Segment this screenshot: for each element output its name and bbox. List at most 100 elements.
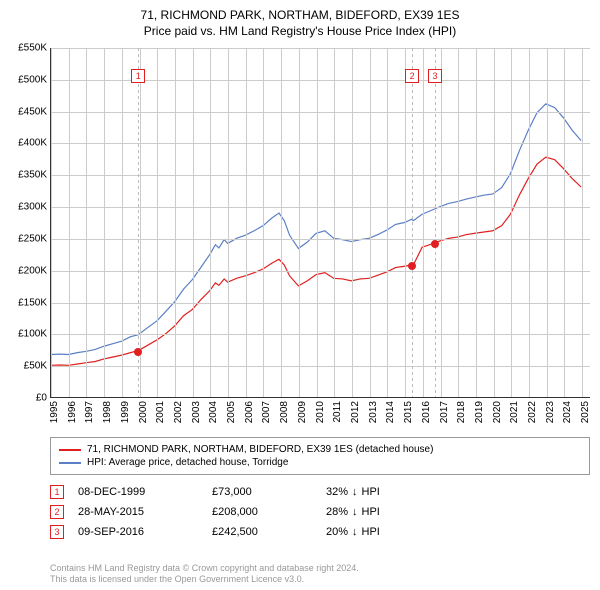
footer-line-2: This data is licensed under the Open Gov… [50, 574, 359, 586]
x-axis-label: 2003 [191, 401, 202, 423]
sale-price: £242,500 [212, 526, 312, 538]
arrow-down-icon: ↓ [352, 526, 358, 538]
gridline-v [334, 48, 335, 397]
gridline-v [387, 48, 388, 397]
gridline-h [51, 143, 590, 144]
y-axis-label: £200K [18, 265, 47, 276]
sale-marker-box: 2 [405, 69, 419, 83]
gridline-v [405, 48, 406, 397]
gridline-v [69, 48, 70, 397]
gridline-h [51, 366, 590, 367]
x-axis-label: 2000 [138, 401, 149, 423]
gridline-v [86, 48, 87, 397]
sale-row: 228-MAY-2015£208,00028%↓HPI [50, 502, 590, 522]
sale-diff-pct: 20% [326, 526, 348, 538]
legend-swatch [59, 449, 81, 451]
sale-diff-label: HPI [362, 486, 380, 498]
x-axis-label: 2024 [562, 401, 573, 423]
y-axis-label: £150K [18, 297, 47, 308]
gridline-h [51, 303, 590, 304]
sale-date: 08-DEC-1999 [78, 486, 198, 498]
sale-number-box: 2 [50, 505, 64, 519]
chart-svg [51, 48, 590, 397]
sale-diff: 28%↓HPI [326, 506, 380, 518]
sale-price: £73,000 [212, 486, 312, 498]
gridline-h [51, 48, 590, 49]
y-axis-label: £0 [36, 393, 47, 404]
sale-marker-line [435, 48, 436, 397]
y-axis-label: £250K [18, 233, 47, 244]
y-axis-label: £550K [18, 43, 47, 54]
sale-diff-pct: 32% [326, 486, 348, 498]
gridline-h [51, 271, 590, 272]
footer-line-1: Contains HM Land Registry data © Crown c… [50, 563, 359, 575]
x-axis-label: 2002 [173, 401, 184, 423]
title-block: 71, RICHMOND PARK, NORTHAM, BIDEFORD, EX… [0, 0, 600, 42]
x-axis-label: 2007 [261, 401, 272, 423]
x-axis-label: 1995 [49, 401, 60, 423]
gridline-v [281, 48, 282, 397]
sale-number-box: 3 [50, 525, 64, 539]
legend-label: HPI: Average price, detached house, Torr… [87, 457, 288, 468]
y-axis-label: £500K [18, 74, 47, 85]
gridline-v [104, 48, 105, 397]
gridline-v [193, 48, 194, 397]
x-axis-label: 2001 [155, 401, 166, 423]
x-axis-label: 2008 [279, 401, 290, 423]
legend-row: HPI: Average price, detached house, Torr… [59, 456, 581, 469]
sale-number-box: 1 [50, 485, 64, 499]
gridline-v [175, 48, 176, 397]
sale-dot [431, 240, 439, 248]
gridline-v [228, 48, 229, 397]
legend-swatch [59, 462, 81, 464]
x-axis-label: 1996 [67, 401, 78, 423]
gridline-h [51, 207, 590, 208]
x-axis-label: 2025 [580, 401, 591, 423]
gridline-v [529, 48, 530, 397]
x-axis-label: 2017 [439, 401, 450, 423]
x-axis-label: 2018 [456, 401, 467, 423]
x-axis-label: 2012 [350, 401, 361, 423]
sale-row: 309-SEP-2016£242,50020%↓HPI [50, 522, 590, 542]
gridline-v [370, 48, 371, 397]
x-axis-label: 2004 [208, 401, 219, 423]
x-axis-label: 2010 [315, 401, 326, 423]
x-axis-label: 2014 [385, 401, 396, 423]
x-axis-label: 2009 [297, 401, 308, 423]
sale-marker-box: 1 [131, 69, 145, 83]
sale-diff-label: HPI [362, 526, 380, 538]
x-axis-label: 2013 [368, 401, 379, 423]
sale-dot [134, 348, 142, 356]
gridline-h [51, 112, 590, 113]
y-axis-label: £100K [18, 329, 47, 340]
sale-diff-label: HPI [362, 506, 380, 518]
gridline-v [299, 48, 300, 397]
gridline-v [476, 48, 477, 397]
sale-marker-line [412, 48, 413, 397]
sale-date: 28-MAY-2015 [78, 506, 198, 518]
gridline-v [441, 48, 442, 397]
x-axis-label: 2019 [474, 401, 485, 423]
gridline-v [582, 48, 583, 397]
y-axis-label: £50K [24, 361, 47, 372]
x-axis-label: 2016 [421, 401, 432, 423]
y-axis-label: £450K [18, 106, 47, 117]
footer: Contains HM Land Registry data © Crown c… [50, 563, 359, 586]
gridline-v [564, 48, 565, 397]
gridline-v [423, 48, 424, 397]
title-sub: Price paid vs. HM Land Registry's House … [0, 24, 600, 38]
sale-row: 1 08-DEC-1999 £73,000 32% ↓ HPI [50, 482, 590, 502]
sale-diff: 20% ↓ HPI [326, 526, 380, 538]
legend-row: 71, RICHMOND PARK, NORTHAM, BIDEFORD, EX… [59, 443, 581, 456]
x-axis-label: 1998 [102, 401, 113, 423]
x-axis-label: 2006 [244, 401, 255, 423]
y-axis-label: £350K [18, 170, 47, 181]
sale-dot [408, 262, 416, 270]
arrow-down-icon: ↓ [352, 486, 358, 498]
gridline-h [51, 334, 590, 335]
title-main: 71, RICHMOND PARK, NORTHAM, BIDEFORD, EX… [0, 8, 600, 22]
gridline-v [246, 48, 247, 397]
y-axis-label: £400K [18, 138, 47, 149]
sales-table: 1 08-DEC-1999 £73,000 32% ↓ HPI 2 28-MAY-2015 £2… [50, 482, 590, 542]
gridline-h [51, 175, 590, 176]
